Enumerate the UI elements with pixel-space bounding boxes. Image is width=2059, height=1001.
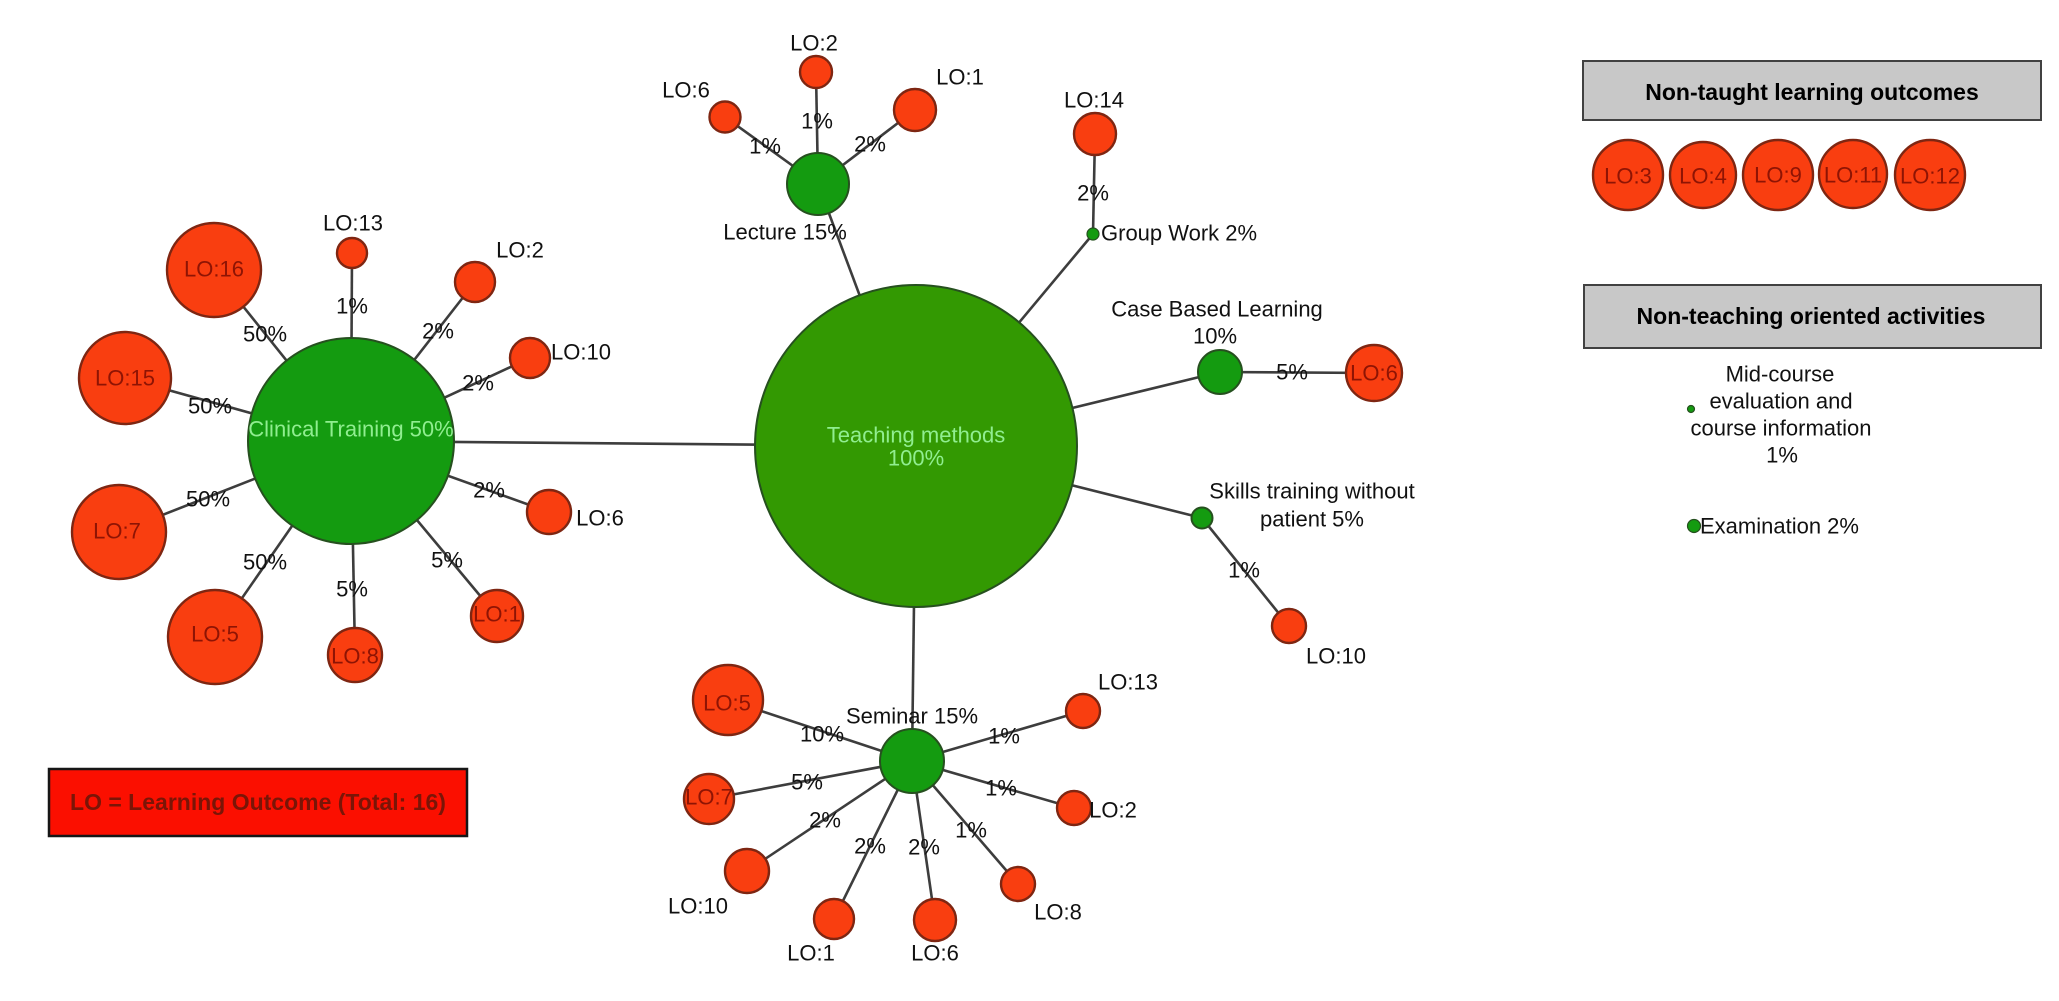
svg-text:LO:6: LO:6 (576, 506, 624, 531)
svg-text:Examination 2%: Examination 2% (1700, 514, 1859, 539)
svg-text:LO:15: LO:15 (95, 366, 155, 391)
svg-text:LO:7: LO:7 (93, 519, 141, 544)
svg-text:50%: 50% (243, 322, 287, 347)
svg-text:LO:11: LO:11 (1824, 163, 1882, 188)
svg-text:1%: 1% (1228, 558, 1260, 583)
svg-text:1%: 1% (988, 724, 1020, 749)
svg-text:LO:6: LO:6 (911, 941, 959, 966)
svg-text:LO:3: LO:3 (1604, 164, 1652, 189)
svg-text:50%: 50% (243, 550, 287, 575)
svg-text:LO:1: LO:1 (787, 941, 835, 966)
svg-text:1%: 1% (985, 776, 1017, 801)
svg-text:LO = Learning Outcome (Total:: LO = Learning Outcome (Total: 16) (70, 789, 446, 815)
svg-text:course information: course information (1691, 416, 1872, 441)
svg-text:LO:2: LO:2 (496, 238, 544, 263)
svg-text:50%: 50% (188, 394, 232, 419)
svg-text:Seminar 15%: Seminar 15% (846, 704, 978, 729)
svg-text:LO:1: LO:1 (936, 65, 984, 90)
svg-text:1%: 1% (955, 818, 987, 843)
svg-text:patient 5%: patient 5% (1260, 507, 1364, 532)
svg-text:2%: 2% (473, 478, 505, 503)
svg-text:LO:14: LO:14 (1064, 88, 1124, 113)
svg-text:2%: 2% (854, 132, 886, 157)
svg-text:2%: 2% (422, 319, 454, 344)
svg-text:50%: 50% (186, 487, 230, 512)
svg-text:5%: 5% (1276, 360, 1308, 385)
svg-text:LO:1: LO:1 (473, 602, 521, 627)
svg-text:LO:2: LO:2 (790, 31, 838, 56)
svg-text:LO:13: LO:13 (323, 211, 383, 236)
svg-text:2%: 2% (1077, 181, 1109, 206)
svg-text:LO:9: LO:9 (1754, 163, 1802, 188)
svg-text:LO:5: LO:5 (191, 622, 239, 647)
svg-text:10%: 10% (1193, 324, 1237, 349)
svg-text:LO:5: LO:5 (703, 691, 751, 716)
svg-text:100%: 100% (888, 446, 944, 471)
svg-text:10%: 10% (800, 722, 844, 747)
svg-text:5%: 5% (791, 770, 823, 795)
svg-text:LO:16: LO:16 (184, 257, 244, 282)
svg-text:1%: 1% (749, 134, 781, 159)
svg-text:5%: 5% (336, 577, 368, 602)
svg-text:Skills training without: Skills training without (1209, 479, 1414, 504)
svg-text:Group Work 2%: Group Work 2% (1101, 221, 1257, 246)
svg-text:1%: 1% (801, 109, 833, 134)
svg-text:LO:7: LO:7 (685, 785, 733, 810)
svg-text:LO:10: LO:10 (551, 340, 611, 365)
svg-text:LO:8: LO:8 (1034, 900, 1082, 925)
svg-text:LO:8: LO:8 (331, 644, 379, 669)
svg-text:LO:12: LO:12 (1900, 164, 1960, 189)
svg-text:Teaching methods: Teaching methods (827, 423, 1006, 448)
svg-text:LO:2: LO:2 (1089, 798, 1137, 823)
svg-text:LO:6: LO:6 (662, 78, 710, 103)
svg-text:5%: 5% (431, 548, 463, 573)
svg-text:LO:10: LO:10 (1306, 644, 1366, 669)
svg-text:evaluation and: evaluation and (1709, 389, 1852, 414)
svg-text:Clinical Training 50%: Clinical Training 50% (248, 417, 453, 442)
svg-text:2%: 2% (908, 835, 940, 860)
svg-text:Case Based Learning: Case Based Learning (1111, 297, 1323, 322)
svg-text:2%: 2% (809, 808, 841, 833)
svg-text:LO:6: LO:6 (1350, 361, 1398, 386)
svg-text:Non-teaching oriented activiti: Non-teaching oriented activities (1637, 303, 1986, 329)
svg-text:LO:10: LO:10 (668, 894, 728, 919)
svg-text:1%: 1% (1766, 443, 1798, 468)
svg-text:2%: 2% (462, 371, 494, 396)
svg-text:1%: 1% (336, 294, 368, 319)
svg-text:LO:4: LO:4 (1679, 164, 1727, 189)
svg-text:LO:13: LO:13 (1098, 670, 1158, 695)
svg-text:Lecture 15%: Lecture 15% (723, 220, 847, 245)
svg-text:2%: 2% (854, 834, 886, 859)
svg-text:Mid-course: Mid-course (1726, 362, 1835, 387)
svg-text:Non-taught learning outcomes: Non-taught learning outcomes (1645, 79, 1979, 105)
